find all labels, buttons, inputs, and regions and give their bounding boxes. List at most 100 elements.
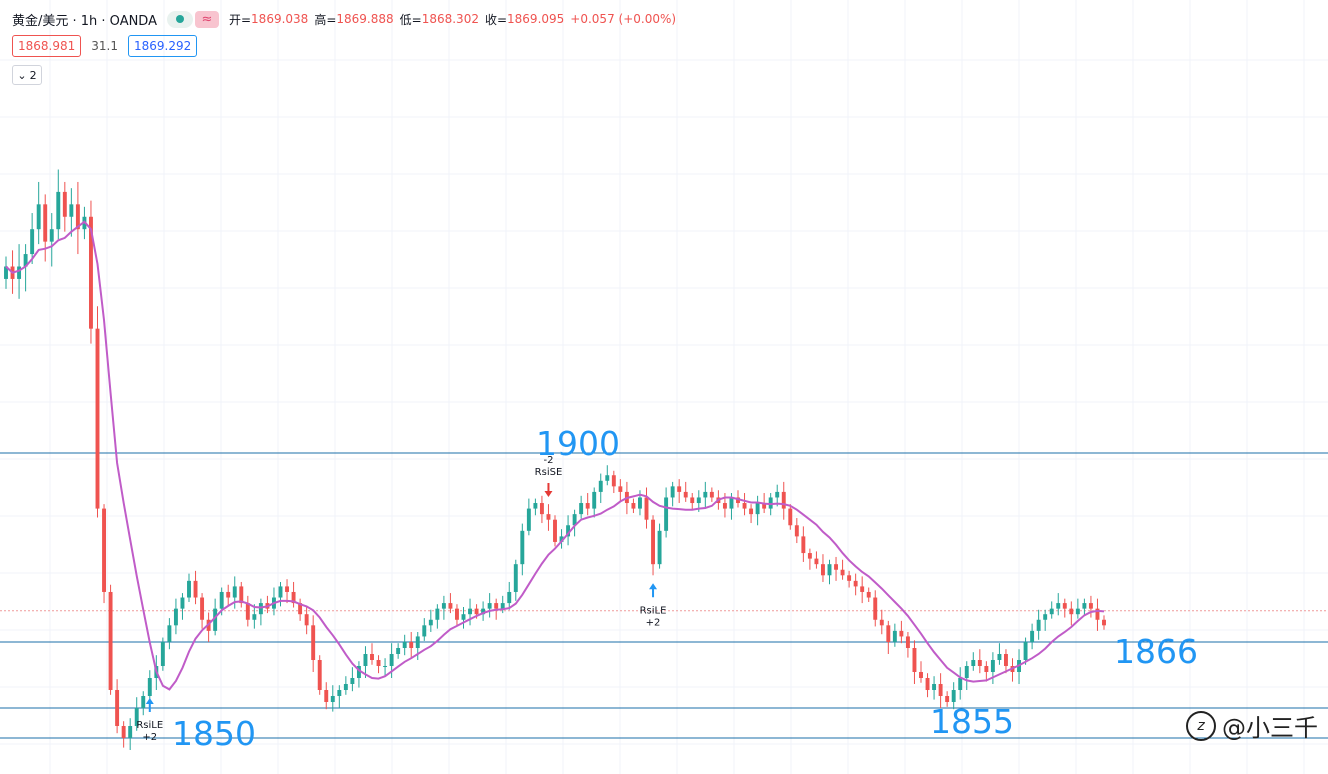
candle-body <box>487 603 492 609</box>
candle-body <box>651 519 655 565</box>
candle-body <box>572 514 577 526</box>
candle-body <box>468 608 472 615</box>
candle-body <box>794 525 799 537</box>
candle-body <box>631 503 636 509</box>
high-label: 高= <box>314 12 337 27</box>
level-label-1900: 1900 <box>536 424 620 463</box>
candle-body <box>108 591 113 690</box>
candle-body <box>729 497 734 509</box>
candle-body <box>1043 614 1048 620</box>
moving-average-line <box>5 220 1105 691</box>
wave-icon[interactable]: ≈ <box>194 10 219 28</box>
candle-body <box>448 603 453 609</box>
candle-body <box>49 229 54 242</box>
candle-body <box>69 204 74 217</box>
candle-body <box>905 636 910 648</box>
candle-body <box>121 726 126 738</box>
candle-body <box>827 564 832 576</box>
candle-body <box>1023 642 1028 660</box>
candle-body <box>585 503 590 509</box>
candle-body <box>834 564 838 570</box>
candle-body <box>814 558 819 565</box>
candle-body <box>173 608 178 626</box>
short-signal-arrow-icon <box>544 483 553 498</box>
bid-button[interactable]: 1868.981 <box>12 35 82 57</box>
candle-body <box>670 486 675 498</box>
candle-body <box>324 690 329 702</box>
symbol-title[interactable]: 黄金/美元 · 1h · OANDA <box>12 13 157 29</box>
candle-body <box>17 266 22 279</box>
candle-body <box>592 491 597 509</box>
low-label: 低= <box>399 12 422 27</box>
level-label-1866: 1866 <box>1114 632 1198 671</box>
candle-body <box>278 586 283 598</box>
candle-body <box>396 648 401 654</box>
candle-body <box>160 642 165 666</box>
candle-body <box>1102 619 1106 626</box>
candle-body <box>984 666 989 672</box>
candle-body <box>696 497 701 504</box>
signal-text: RsiLE <box>640 605 667 616</box>
status-dot-icon[interactable] <box>166 10 193 28</box>
candle-body <box>115 690 120 726</box>
open-value: 1869.038 <box>251 12 309 26</box>
candle-body <box>938 684 943 696</box>
candle-body <box>840 569 845 576</box>
candle-body <box>801 536 806 554</box>
candle-body <box>742 503 747 509</box>
candle-body <box>36 204 41 230</box>
candle-body <box>474 608 479 615</box>
indicators-toggle-button[interactable]: ⌄ 2 <box>12 65 42 85</box>
candle-body <box>356 666 361 678</box>
candle-body <box>56 191 61 230</box>
candle-body <box>494 603 499 609</box>
candle-body <box>853 580 858 587</box>
ask-button[interactable]: 1869.292 <box>127 35 198 57</box>
candle-body <box>762 503 767 509</box>
candle-body <box>134 708 139 726</box>
candle-body <box>363 654 368 666</box>
candle-body <box>298 603 303 615</box>
candle-body <box>964 666 969 678</box>
candle-body <box>311 625 316 660</box>
candle-body <box>526 508 531 531</box>
signal-text: RsiSE <box>535 467 563 478</box>
candle-body <box>245 603 250 620</box>
candle-body <box>553 519 557 542</box>
close-value: 1869.095 <box>507 12 565 26</box>
candle-body <box>343 684 348 690</box>
signal-text: RsiLE <box>136 720 163 731</box>
candle-body <box>147 678 152 696</box>
candle-body <box>912 648 917 672</box>
candle-body <box>415 636 420 648</box>
candle-body <box>30 229 35 255</box>
candle-body <box>1004 654 1008 666</box>
candle-body <box>89 216 93 329</box>
candle-body <box>337 690 342 696</box>
candle-body <box>664 497 669 531</box>
candle-body <box>709 491 714 498</box>
candle-body <box>1088 603 1093 609</box>
candle-body <box>461 614 466 620</box>
candle-body <box>579 503 584 515</box>
candle-body <box>722 503 727 509</box>
candle-body <box>892 630 897 642</box>
candle-body <box>546 514 551 520</box>
candle-body <box>252 614 257 620</box>
candle-body <box>860 586 865 592</box>
candle-body <box>566 525 571 537</box>
candle-body <box>1062 603 1067 609</box>
signal-qty: +2 <box>646 617 661 628</box>
candle-body <box>291 591 296 604</box>
candle-body <box>1036 619 1041 631</box>
candle-body <box>481 608 486 615</box>
high-value: 1869.888 <box>336 12 394 26</box>
candle-body <box>128 726 133 738</box>
candle-body <box>638 497 642 509</box>
candle-body <box>180 597 185 609</box>
candle-body <box>866 591 871 598</box>
candle-body <box>1049 608 1054 615</box>
candle-body <box>605 475 610 481</box>
candle-body <box>213 608 218 631</box>
